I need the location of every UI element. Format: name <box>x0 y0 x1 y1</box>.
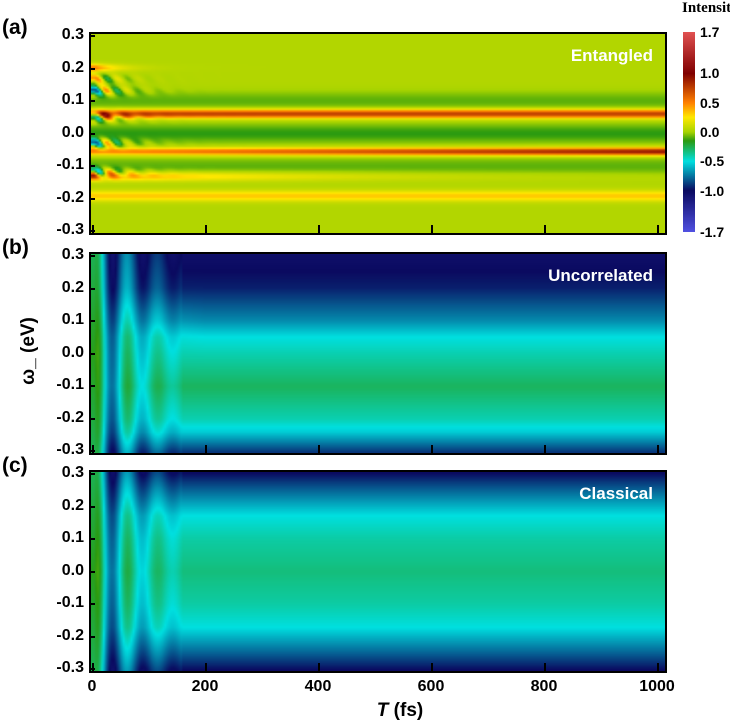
colorbar-tick-label: 1.7 <box>700 24 720 40</box>
y-tick <box>89 67 95 70</box>
y-tick <box>89 417 95 420</box>
colorbar-title: Intensity <box>682 0 730 16</box>
y-tick <box>89 197 95 200</box>
y-tick-label: -0.2 <box>56 626 84 644</box>
x-tick <box>205 663 207 671</box>
x-tick <box>657 663 659 671</box>
x-tick <box>318 663 320 671</box>
x-tick <box>544 445 546 453</box>
y-tick-label: -0.1 <box>56 156 84 173</box>
x-tick <box>544 663 546 671</box>
y-tick-label: 0.3 <box>61 464 84 481</box>
y-tick-label: 0.1 <box>61 91 84 108</box>
heatmap <box>91 472 665 671</box>
x-tick <box>318 225 320 233</box>
y-tick-label: -0.2 <box>56 188 84 206</box>
heatmap-panel: Uncorrelated <box>89 252 667 455</box>
y-tick <box>89 352 95 355</box>
x-tick <box>205 445 207 453</box>
y-tick-label: 0.2 <box>61 58 84 76</box>
y-axis-label: ω_ (eV) <box>18 317 39 385</box>
y-tick-label: 0.3 <box>61 26 84 43</box>
x-tick-label: 800 <box>530 678 558 695</box>
y-tick <box>89 100 95 102</box>
x-tick-label: 1000 <box>639 678 675 695</box>
y-tick <box>89 165 95 167</box>
y-tick-label: 0.1 <box>61 311 84 328</box>
x-tick <box>92 445 94 453</box>
panel-label: (b) <box>2 236 29 259</box>
y-tick <box>89 385 95 387</box>
panel-label: (a) <box>2 16 28 39</box>
panel-title: Entangled <box>570 46 653 65</box>
x-axis-symbol: T <box>376 700 389 721</box>
x-tick <box>318 445 320 453</box>
y-tick <box>89 35 95 37</box>
x-tick <box>657 225 659 233</box>
colorbar <box>683 32 695 232</box>
y-tick-label: 0.2 <box>61 496 84 514</box>
x-tick <box>92 663 94 671</box>
y-tick-label: -0.1 <box>56 376 84 393</box>
colorbar-tick-label: 1.0 <box>700 65 720 82</box>
x-tick <box>205 225 207 233</box>
x-tick <box>657 445 659 453</box>
y-tick <box>89 255 95 257</box>
colorbar-tick-label: -1.0 <box>700 182 725 199</box>
colorbar-tick-label: 0.5 <box>700 94 720 111</box>
x-tick <box>92 225 94 233</box>
y-tick-label: -0.3 <box>56 441 84 458</box>
y-tick-label: -0.1 <box>56 594 84 611</box>
x-tick <box>431 445 433 453</box>
x-tick <box>544 225 546 233</box>
y-tick-label: -0.2 <box>56 408 84 426</box>
x-axis-label: T (fs) <box>340 700 460 722</box>
y-tick-label: 0.0 <box>61 123 84 141</box>
colorbar-tick-label: -0.5 <box>700 153 725 170</box>
colorbar-tick-label: -1.7 <box>700 224 725 240</box>
y-tick <box>89 132 95 135</box>
x-tick <box>431 225 433 233</box>
y-tick-label: 0.3 <box>61 246 84 263</box>
heatmap <box>91 34 665 233</box>
heatmap <box>91 254 665 453</box>
colorbar-tick-label: 0.0 <box>700 124 720 140</box>
heatmap-panel: Classical <box>89 470 667 673</box>
x-tick-label: 600 <box>417 678 445 695</box>
y-tick <box>89 287 95 290</box>
y-tick-label: 0.2 <box>61 278 84 296</box>
y-tick <box>89 473 95 475</box>
heatmap-panel: Entangled <box>89 32 667 235</box>
y-tick <box>89 538 95 540</box>
y-tick <box>89 635 95 638</box>
y-tick-label: -0.3 <box>56 659 84 676</box>
y-tick <box>89 603 95 605</box>
y-tick <box>89 570 95 573</box>
panel-label: (c) <box>2 454 28 477</box>
x-tick-label: 400 <box>304 678 332 695</box>
y-tick-label: -0.3 <box>56 221 84 238</box>
x-tick-label: 0 <box>87 678 97 695</box>
y-tick-label: 0.1 <box>61 529 84 546</box>
y-tick-label: 0.0 <box>61 343 84 361</box>
panel-title: Uncorrelated <box>548 266 653 285</box>
y-tick <box>89 505 95 508</box>
y-tick-label: 0.0 <box>61 561 84 579</box>
y-tick <box>89 320 95 322</box>
x-axis-unit: (fs) <box>388 700 424 721</box>
x-tick-label: 200 <box>191 678 219 695</box>
x-tick <box>431 663 433 671</box>
panel-title: Classical <box>579 484 653 503</box>
